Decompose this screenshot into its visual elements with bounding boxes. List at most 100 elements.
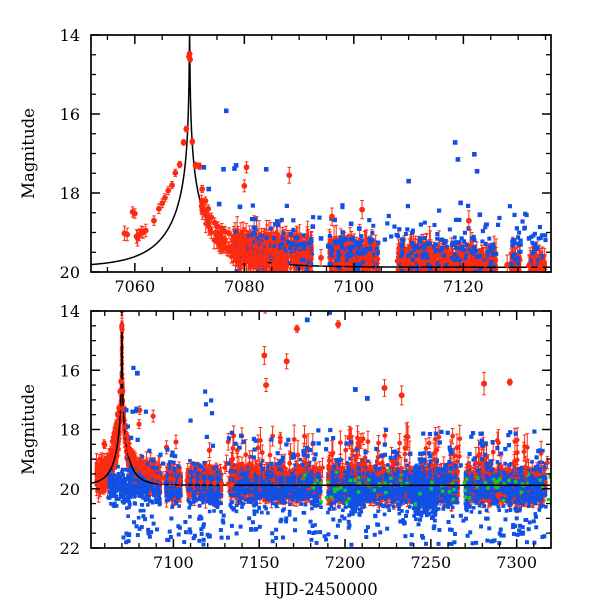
blue-datapoint [512,238,517,243]
red-datapoint [357,258,362,264]
blue-datapoint [410,257,415,262]
blue-datapoint [418,253,423,258]
blue-datapoint [450,240,455,245]
blue-datapoint [425,262,430,267]
blue-datapoint [399,268,404,272]
blue-datapoint [262,245,267,250]
blue-datapoint [487,236,492,241]
blue-datapoint [437,264,442,269]
blue-datapoint [488,263,493,268]
blue-datapoint [345,252,350,257]
blue-datapoint [399,244,404,249]
blue-datapoint [471,251,476,256]
blue-datapoint [339,242,344,247]
blue-datapoint [355,249,360,254]
blue-datapoint [367,236,372,241]
blue-datapoint [356,245,361,250]
blue-datapoint [400,249,405,254]
blue-datapoint [490,242,495,247]
blue-datapoint [256,243,261,248]
blue-datapoint [412,247,417,252]
blue-datapoint [351,238,356,243]
blue-datapoint [304,266,309,271]
blue-datapoint [348,251,353,256]
blue-datapoint [280,242,285,247]
blue-datapoint [277,243,282,248]
blue-datapoint [517,230,522,235]
blue-datapoint [453,240,458,245]
blue-datapoint [336,249,341,254]
blue-datapoint [360,251,365,256]
blue-datapoint [409,250,414,255]
blue-datapoint [539,233,544,238]
blue-datapoint [251,230,256,235]
red-datapoint [427,245,432,250]
blue-datapoint [538,235,543,240]
blue-datapoint [491,245,496,250]
red-datapoint [444,257,449,262]
blue-datapoint [483,241,488,246]
blue-datapoint [399,254,404,259]
red-datapoint [529,268,535,272]
blue-datapoint [444,263,449,268]
red-datapoint [305,233,310,238]
blue-datapoint [435,261,440,266]
blue-datapoint [399,251,404,256]
blue-datapoint [515,261,520,266]
blue-datapoint [328,262,333,267]
blue-datapoint [440,246,445,251]
blue-datapoint [399,242,404,247]
blue-datapoint [509,263,514,268]
red-datapoint [333,252,338,257]
blue-datapoint [330,248,335,253]
blue-datapoint [464,253,469,258]
blue-datapoint [458,247,463,252]
blue-datapoint [251,225,256,230]
blue-datapoint [483,225,488,230]
blue-datapoint [472,238,477,243]
blue-datapoint [375,246,380,251]
blue-datapoint [327,233,332,238]
blue-datapoint [365,247,370,252]
blue-datapoint [454,245,459,250]
red-datapoint [404,260,410,265]
blue-datapoint [475,255,480,260]
blue-datapoint [462,248,467,253]
blue-datapoint [306,260,311,265]
blue-datapoint [515,256,520,261]
blue-datapoint [268,226,273,231]
blue-datapoint [420,255,425,260]
blue-datapoint [424,252,429,257]
blue-datapoint [463,256,468,261]
red-datapoint [367,260,372,265]
red-datapoint [301,253,306,259]
blue-datapoint [438,248,443,253]
blue-datapoint [370,231,375,236]
blue-datapoint [428,266,433,271]
blue-datapoint [409,265,414,270]
blue-datapoint [268,243,273,248]
blue-datapoint [449,256,454,261]
red-datapoint [464,267,469,272]
red-datapoint [303,249,308,254]
red-datapoint [542,259,547,264]
blue-datapoint [370,237,375,242]
red-datapoint [367,255,373,260]
blue-datapoint [422,220,427,225]
blue-datapoint [287,241,292,246]
blue-datapoint [512,252,517,257]
blue-datapoint [415,261,420,266]
red-datapoint [402,255,407,260]
blue-datapoint [309,252,314,257]
blue-datapoint [253,226,258,231]
blue-datapoint [528,258,533,263]
blue-datapoint [510,254,515,259]
blue-datapoint [455,255,460,260]
blue-datapoint [530,240,535,245]
blue-datapoint [512,257,517,262]
blue-datapoint [411,244,416,249]
blue-datapoint [480,239,485,244]
blue-datapoint [363,250,368,255]
